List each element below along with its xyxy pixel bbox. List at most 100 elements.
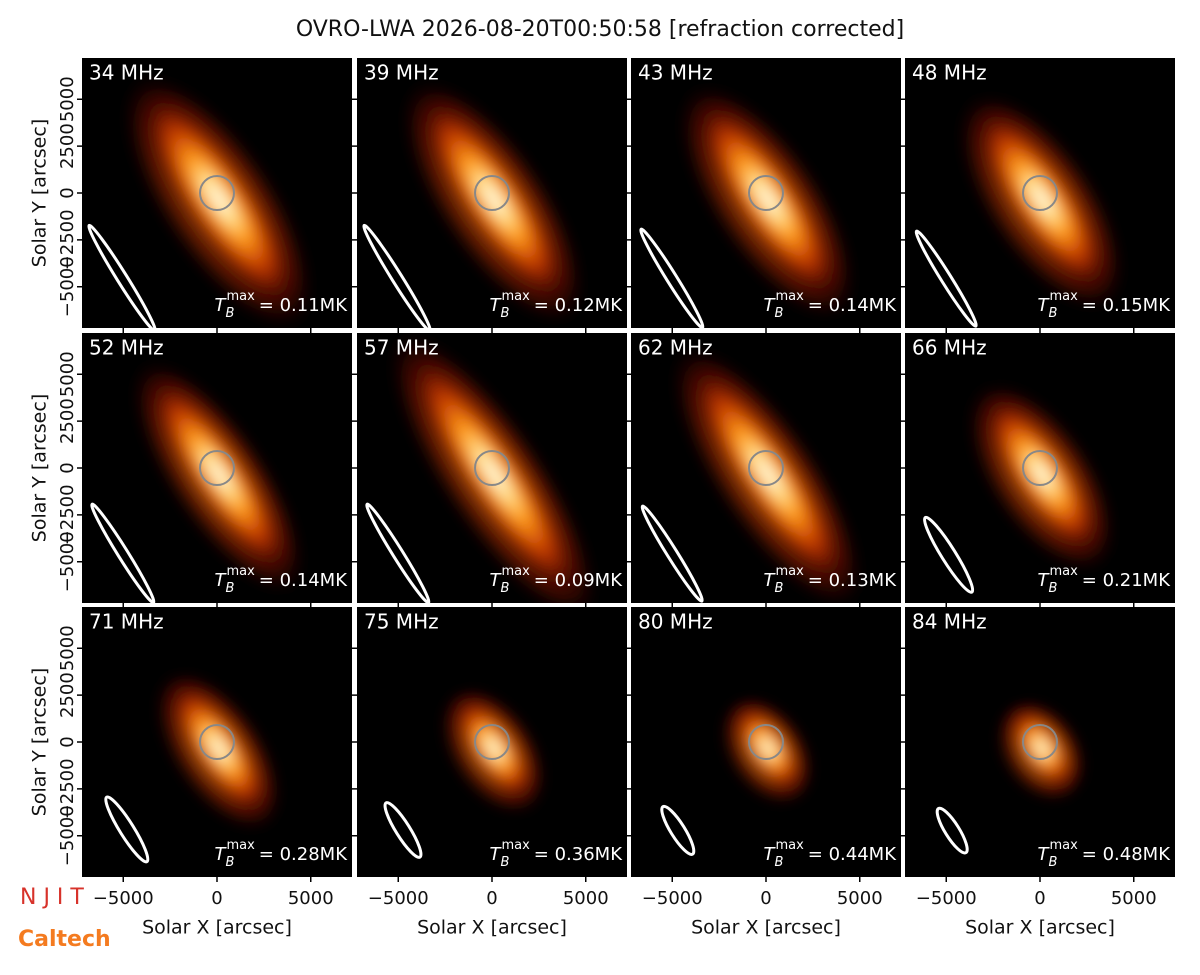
beam [87, 223, 157, 328]
tmax-part: B [501, 581, 510, 596]
tmax-label: TBmax = 0.14MK [764, 289, 898, 321]
emission [731, 702, 804, 794]
y-tick-label: 2500 [57, 398, 78, 444]
tmax-part: max [226, 564, 255, 579]
panel [82, 58, 352, 328]
beam [914, 229, 978, 328]
tmax-part: B [226, 581, 235, 596]
beam [660, 804, 696, 856]
solar-disk [199, 175, 235, 211]
beam [923, 515, 975, 594]
tmax-part: B [226, 306, 235, 321]
x-tick-label: 0 [486, 888, 497, 909]
panel [357, 58, 627, 328]
tmax-part: = 0.28MK [259, 844, 348, 865]
panel [631, 58, 901, 328]
y-tick-label: 5000 [57, 76, 78, 122]
panel [631, 333, 901, 603]
tmax-part: = 0.09MK [534, 570, 623, 591]
x-tick-label: −5000 [642, 888, 703, 909]
tmax-part: = 0.15MK [1082, 295, 1171, 316]
tmax-part: B [775, 581, 784, 596]
tmax-part: T [1038, 570, 1051, 591]
x-tick-label: 0 [1034, 888, 1045, 909]
tmax-part: = 0.44MK [808, 844, 897, 865]
x-axis-label: Solar X [arcsec] [142, 917, 292, 939]
tmax-part: = 0.14MK [808, 295, 897, 316]
emission [451, 694, 536, 802]
tmax-part: T [215, 570, 228, 591]
tmax-part: T [215, 295, 228, 316]
y-tick-label: 2500 [57, 672, 78, 718]
frequency-label: 43 MHz [638, 61, 713, 85]
frequency-label: 57 MHz [364, 336, 439, 360]
tmax-part: B [501, 306, 510, 321]
solar-disk [474, 724, 510, 760]
tmax-part: T [764, 295, 777, 316]
tmax-part: T [490, 570, 503, 591]
tmax-part: B [1049, 306, 1058, 321]
logo-caltech: Caltech [18, 927, 111, 952]
tmax-part: max [501, 838, 530, 853]
tmax-part: T [215, 844, 228, 865]
x-tick-label: −5000 [916, 888, 977, 909]
tmax-part: max [1049, 838, 1078, 853]
tmax-label: TBmax = 0.14MK [215, 564, 349, 596]
tmax-label: TBmax = 0.28MK [215, 838, 349, 870]
tmax-part: max [501, 289, 530, 304]
y-axis-label: Solar Y [arcsec] [29, 119, 51, 267]
panel [905, 607, 1175, 877]
tmax-part: max [1049, 289, 1078, 304]
beam [640, 504, 704, 603]
emission [417, 93, 570, 305]
beam [362, 223, 432, 328]
tmax-part: max [226, 838, 255, 853]
tmax-label: TBmax = 0.13MK [764, 564, 898, 596]
solar-disk [748, 175, 784, 211]
y-tick-label: 0 [57, 736, 78, 747]
tmax-part: = 0.36MK [534, 844, 623, 865]
y-tick-label: 5000 [57, 625, 78, 671]
y-tick-label: −5000 [57, 256, 78, 317]
tmax-part: = 0.13MK [808, 570, 897, 591]
frequency-label: 34 MHz [89, 61, 164, 85]
y-tick-label: −2500 [57, 209, 78, 270]
tmax-part: max [501, 564, 530, 579]
solar-disk [1022, 724, 1058, 760]
frequency-label: 39 MHz [364, 61, 439, 85]
tmax-label: TBmax = 0.44MK [764, 838, 898, 870]
emission [139, 89, 298, 309]
emission [405, 348, 583, 600]
frequency-label: 66 MHz [912, 336, 987, 360]
y-tick-label: 0 [57, 462, 78, 473]
panel [82, 333, 352, 603]
solar-disk [748, 724, 784, 760]
y-axis-label: Solar Y [arcsec] [29, 394, 51, 542]
tmax-label: TBmax = 0.36MK [490, 838, 624, 870]
y-tick-label: −5000 [57, 805, 78, 866]
tmax-part: max [226, 289, 255, 304]
beam [639, 227, 705, 328]
y-tick-label: 2500 [57, 123, 78, 169]
tmax-part: B [1049, 581, 1058, 596]
tmax-label: TBmax = 0.48MK [1038, 838, 1172, 870]
emission [694, 97, 842, 301]
emission [973, 105, 1111, 293]
tmax-part: max [1049, 564, 1078, 579]
tmax-part: = 0.21MK [1082, 570, 1171, 591]
x-tick-label: −5000 [93, 888, 154, 909]
x-tick-label: 5000 [837, 888, 883, 909]
solar-disk [474, 450, 510, 486]
x-axis-label: Solar X [arcsec] [417, 917, 567, 939]
solar-disk [748, 450, 784, 486]
emission [146, 373, 291, 576]
tmax-part: T [764, 844, 777, 865]
solar-disk [474, 175, 510, 211]
beam [90, 502, 156, 603]
beam [383, 801, 423, 859]
logo-njit: N J I T [20, 885, 84, 910]
panel [82, 607, 352, 877]
frequency-label: 62 MHz [638, 336, 713, 360]
x-tick-label: 0 [211, 888, 222, 909]
